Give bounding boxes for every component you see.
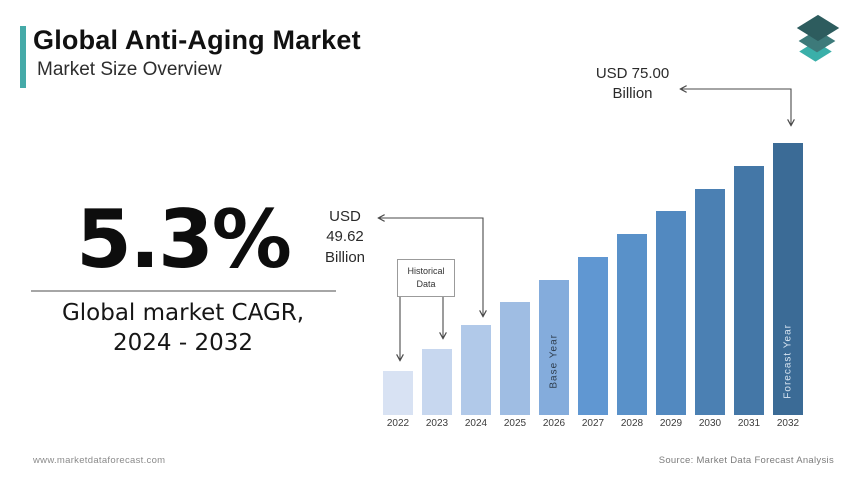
cagr-stat-block: 5.3% Global market CAGR, 2024 - 2032 bbox=[28, 198, 338, 359]
bar-2023 bbox=[422, 349, 452, 415]
bar-2025 bbox=[500, 302, 530, 415]
bar-column-2024: 2024 bbox=[461, 325, 491, 430]
annotation-2032-line1: USD 75.00 bbox=[595, 65, 670, 82]
bar-column-2027: 2027 bbox=[578, 257, 608, 430]
year-tick-2030: 2030 bbox=[698, 418, 722, 429]
footer-website: www.marketdataforecast.com bbox=[33, 455, 166, 466]
arrow-2032-annotation bbox=[681, 89, 791, 125]
annotation-2024-value: USD 49.62 Billion bbox=[310, 207, 380, 268]
bar-2029 bbox=[656, 211, 686, 415]
bar-column-2025: 2025 bbox=[500, 302, 530, 430]
bar-2028 bbox=[617, 234, 647, 415]
bar-column-2023: 2023 bbox=[422, 349, 452, 430]
cagr-value: 5.3% bbox=[76, 193, 292, 286]
bar-column-2032: Forecast Year 2032 bbox=[773, 143, 803, 430]
bar-column-2026: Base Year 2026 bbox=[539, 280, 569, 430]
bar-chart: 2022 2023 2024 2025 Base Year 2026 2027 2028 202… bbox=[383, 143, 803, 430]
stat-divider bbox=[30, 290, 336, 292]
base-year-label: Base Year bbox=[548, 334, 560, 389]
annotation-2024-line1: USD bbox=[329, 208, 361, 225]
historical-data-line1: Historical bbox=[407, 265, 445, 276]
year-tick-2032: 2032 bbox=[776, 418, 800, 429]
year-tick-2028: 2028 bbox=[620, 418, 644, 429]
bar-2026: Base Year bbox=[539, 280, 569, 415]
cagr-caption: Global market CAGR, 2024 - 2032 bbox=[28, 298, 338, 359]
year-tick-2025: 2025 bbox=[503, 418, 527, 429]
annotation-2024-line2: 49.62 bbox=[326, 228, 364, 246]
bar-column-2022: 2022 bbox=[383, 371, 413, 430]
year-tick-2023: 2023 bbox=[425, 418, 449, 429]
forecast-year-label: Forecast Year bbox=[782, 324, 794, 399]
bar-2027 bbox=[578, 257, 608, 415]
bar-column-2028: 2028 bbox=[617, 234, 647, 430]
bar-2032: Forecast Year bbox=[773, 143, 803, 415]
bar-2022 bbox=[383, 371, 413, 415]
year-tick-2027: 2027 bbox=[581, 418, 605, 429]
year-tick-2029: 2029 bbox=[659, 418, 683, 429]
cagr-caption-line1: Global market CAGR, bbox=[61, 300, 305, 326]
annotation-2024-line3: Billion bbox=[324, 248, 366, 266]
bar-column-2031: 2031 bbox=[734, 166, 764, 430]
layers-logo-icon bbox=[792, 12, 844, 70]
bar-2030 bbox=[695, 189, 725, 415]
annotation-2032-value: USD 75.00 Billion bbox=[575, 64, 690, 105]
bar-2024 bbox=[461, 325, 491, 415]
cagr-caption-line2: 2024 - 2032 bbox=[113, 330, 253, 357]
historical-data-line2: Data bbox=[416, 279, 436, 289]
year-tick-2026: 2026 bbox=[542, 418, 566, 429]
footer-source: Source: Market Data Forecast Analysis bbox=[658, 455, 834, 466]
bar-2031 bbox=[734, 166, 764, 415]
page-subtitle: Market Size Overview bbox=[37, 59, 222, 80]
year-tick-2031: 2031 bbox=[737, 418, 761, 429]
bar-column-2030: 2030 bbox=[695, 189, 725, 430]
year-tick-2022: 2022 bbox=[386, 418, 410, 429]
bar-column-2029: 2029 bbox=[656, 211, 686, 430]
header-accent-bar bbox=[20, 26, 26, 88]
historical-data-box: Historical Data bbox=[397, 259, 455, 297]
page-title: Global Anti-Aging Market bbox=[33, 25, 361, 55]
year-tick-2024: 2024 bbox=[464, 418, 488, 429]
annotation-2032-line2: Billion bbox=[612, 85, 653, 103]
